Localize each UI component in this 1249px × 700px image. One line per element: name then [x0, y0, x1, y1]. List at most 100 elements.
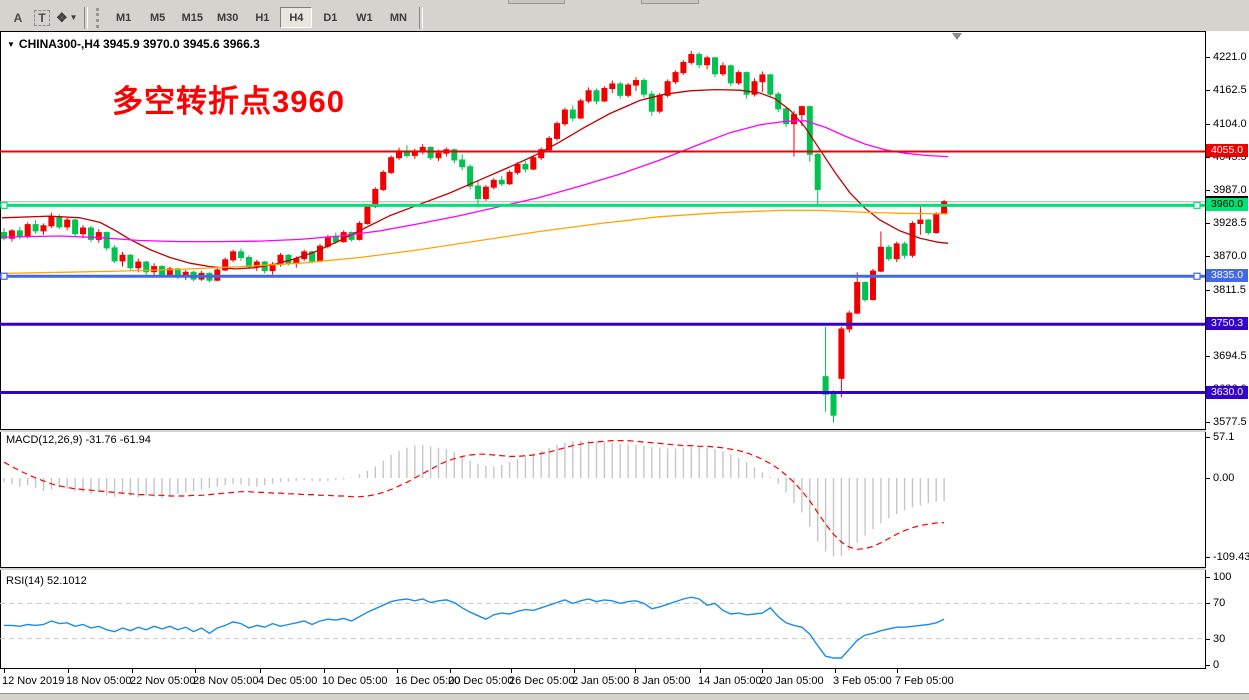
toolbar-drag-handle[interactable] [95, 7, 103, 28]
line-handle[interactable] [0, 201, 8, 209]
time-axis-tick [397, 669, 398, 673]
time-axis-label: 16 Dec 05:00 [395, 675, 461, 687]
ma-orange-moving-average-line[interactable] [1, 209, 949, 275]
price-axis-label: 3577.5 [1213, 416, 1247, 429]
timeframe-button-m1[interactable]: M1 [115, 11, 132, 24]
time-axis-label: 20 Jan 05:00 [760, 675, 824, 687]
macd-histogram-series [3, 440, 945, 557]
main-price-chart-panel[interactable] [0, 31, 1205, 429]
macd-indicator-label: MACD(12,26,9) -31.76 -61.94 [6, 434, 151, 446]
timeframe-button-m15[interactable]: M15 [181, 11, 203, 24]
time-axis-tick [132, 669, 133, 673]
time-axis-tick [511, 669, 512, 673]
price-tag-4055.0: 4055.0 [1206, 144, 1248, 158]
price-axis-label: 3870.0 [1213, 250, 1247, 263]
macd-axis-tick [1206, 556, 1210, 558]
chart-toolbar: A T ❖ ▼ M1 M5 M15 M30 H1 H4 D1 W1 MN [0, 4, 1249, 32]
time-axis[interactable]: 12 Nov 2019 18 Nov 05:00 22 Nov 05:00 28 No… [0, 669, 1249, 693]
text-label-tool-button[interactable]: T [31, 7, 53, 29]
time-axis-tick [324, 669, 325, 673]
time-axis-tick [700, 669, 701, 673]
time-axis-tick [260, 669, 261, 673]
rsi-axis-label: 30 [1213, 632, 1226, 645]
price-axis-border [1205, 31, 1206, 669]
clipped-button-fragment [641, 0, 699, 4]
time-axis-label: 14 Jan 05:00 [698, 675, 762, 687]
macd-indicator-panel[interactable] [0, 432, 1205, 567]
candlestick-series [1, 51, 948, 423]
rsi-axis-tick [1206, 577, 1210, 578]
macd-signal-line [3, 440, 945, 550]
price-tag-3630.0: 3630.0 [1206, 385, 1248, 399]
macd-axis-label: 0.00 [1213, 472, 1235, 484]
timeframe-button-mn[interactable]: MN [389, 11, 407, 24]
price-axis-tick [1206, 355, 1210, 357]
time-axis-tick [897, 669, 898, 673]
time-axis-label: 10 Dec 05:00 [322, 675, 388, 687]
panel-splitter[interactable] [0, 567, 1249, 568]
panel-splitter[interactable] [0, 429, 1249, 430]
time-axis-tick [835, 669, 836, 673]
timeframe-button-w1[interactable]: W1 [356, 11, 373, 24]
upper-toolbar-edge [0, 0, 1249, 4]
rsi-axis-tick [1206, 638, 1210, 640]
line-handle[interactable] [1193, 201, 1201, 209]
rsi-axis-label: 70 [1213, 597, 1226, 610]
price-tag-3960.0: 3960.0 [1206, 198, 1248, 212]
rsi-axis-tick [1206, 665, 1210, 666]
time-axis-tick [68, 669, 69, 673]
symbol-ohlc-header[interactable]: ▼ CHINA300-,H4 3945.9 3970.0 3945.6 3966.… [7, 37, 260, 51]
price-axis-tick [1206, 256, 1210, 258]
time-axis-tick [635, 669, 636, 673]
timeframe-button-d1[interactable]: D1 [323, 11, 338, 24]
time-axis-tick [195, 669, 196, 673]
price-axis-tick [1206, 223, 1210, 225]
chart-shift-marker-icon[interactable] [952, 33, 962, 40]
timeframe-button-h4[interactable]: H4 [280, 7, 313, 28]
font-tool-button[interactable]: A [13, 10, 23, 25]
time-axis-label: 3 Feb 05:00 [833, 675, 892, 687]
shapes-icon: ❖ [56, 9, 68, 25]
price-axis-tick [1206, 289, 1210, 291]
price-axis-label: 3694.5 [1213, 349, 1247, 362]
panel-splitter[interactable] [0, 568, 1249, 570]
line-handle[interactable] [1193, 272, 1201, 280]
price-axis-label: 4104.0 [1213, 117, 1247, 130]
price-tag-3750.3: 3750.3 [1206, 317, 1248, 331]
time-axis-tick [574, 669, 575, 673]
price-axis-label: 3811.5 [1213, 283, 1246, 296]
timeframe-toolbar: M1 M5 M15 M30 H1 H4 D1 W1 MN [107, 7, 416, 28]
price-axis-tick [1206, 190, 1210, 192]
time-axis-label: 7 Feb 05:00 [895, 675, 954, 687]
macd-axis-label: -109.43 [1213, 550, 1249, 563]
price-axis-label: 3987.0 [1213, 184, 1247, 197]
rsi-axis-tick [1206, 603, 1210, 605]
time-axis-label: 8 Jan 05:00 [633, 675, 691, 687]
time-axis-label: 2 Jan 05:00 [572, 675, 630, 687]
macd-axis-tick [1206, 436, 1210, 438]
time-axis-label: 20 Dec 05:00 [448, 675, 514, 687]
panel-splitter[interactable] [0, 430, 1249, 432]
rsi-indicator-panel[interactable] [0, 570, 1205, 668]
price-axis[interactable]: 4221.04162.54104.04045.53987.03928.53870… [1206, 31, 1249, 671]
time-axis-label: 26 Dec 05:00 [509, 675, 575, 687]
chart-left-border [0, 31, 1, 669]
chart-text-annotation[interactable]: 多空转折点3960 [112, 84, 345, 119]
time-axis-tick [450, 669, 451, 673]
macd-axis-label: 57.1 [1213, 430, 1235, 443]
time-axis-label: 22 Nov 05:00 [130, 675, 196, 687]
time-axis-tick [762, 669, 763, 673]
chart-bottom-border [0, 668, 1249, 669]
timeframe-button-h1[interactable]: H1 [255, 11, 270, 24]
time-axis-label: 18 Nov 05:00 [66, 675, 132, 687]
shapes-tool-button[interactable]: ❖ ▼ [55, 7, 79, 29]
line-handle[interactable] [0, 272, 8, 280]
ma-red-moving-average-line[interactable] [1, 88, 949, 270]
timeframe-button-m5[interactable]: M5 [149, 11, 166, 24]
price-axis-tick [1206, 90, 1210, 92]
rsi-line [4, 596, 945, 659]
price-axis-label: 3928.5 [1213, 217, 1247, 230]
ma-magenta-moving-average-line[interactable] [1, 120, 949, 243]
price-tag-3835.0: 3835.0 [1206, 269, 1248, 283]
timeframe-button-m30[interactable]: M30 [216, 11, 239, 24]
